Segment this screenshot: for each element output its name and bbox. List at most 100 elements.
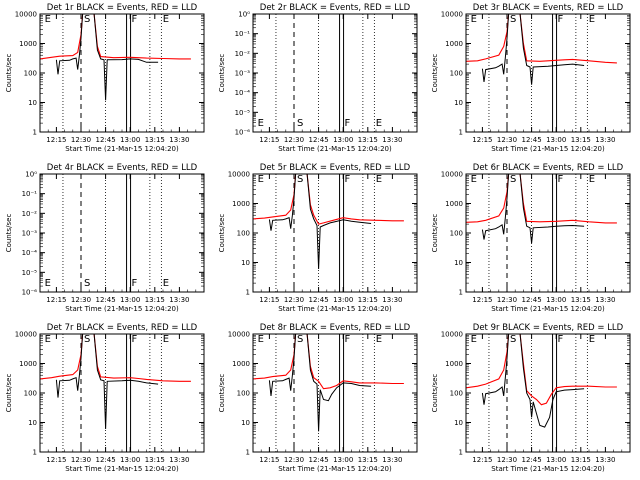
y-axis-label: Counts/sec xyxy=(218,54,226,93)
marker-label: F xyxy=(132,334,138,345)
marker-label: E xyxy=(163,14,169,25)
y-axis-label: Counts/sec xyxy=(218,214,226,253)
y-tick-label: 10000 xyxy=(228,331,250,339)
y-tick-label: 100 xyxy=(450,70,463,78)
x-tick-label: 12:30 xyxy=(284,296,304,304)
y-tick-label: 10000 xyxy=(228,171,250,179)
x-axis-label: Start Time (21-Mar-15 12:04:20) xyxy=(491,465,605,473)
series-events-line xyxy=(55,333,159,430)
x-tick-label: 13:30 xyxy=(169,456,189,464)
y-tick-label: 10000 xyxy=(15,11,37,19)
x-tick-label: 13:30 xyxy=(169,296,189,304)
marker-label: F xyxy=(132,14,138,25)
x-tick-label: 12:15 xyxy=(46,456,66,464)
x-tick-label: 13:00 xyxy=(333,456,353,464)
x-tick-label: 13:15 xyxy=(358,296,378,304)
marker-label: F xyxy=(558,14,564,25)
x-tick-label: 12:30 xyxy=(497,456,517,464)
x-tick-label: 12:15 xyxy=(472,296,492,304)
y-tick-label: 10⁻³ xyxy=(22,230,38,238)
plot-frame xyxy=(39,173,205,293)
marker-label: F xyxy=(558,334,564,345)
y-tick-label: 1 xyxy=(459,289,463,297)
marker-label: E xyxy=(45,278,51,289)
x-tick-label: 12:15 xyxy=(259,456,279,464)
marker-label: S xyxy=(84,278,90,289)
series-events-line xyxy=(268,173,372,270)
marker-label: F xyxy=(345,118,351,129)
y-tick-label: 100 xyxy=(24,70,37,78)
y-tick-label: 10000 xyxy=(441,171,463,179)
marker-label: S xyxy=(510,174,516,185)
marker-label: S xyxy=(297,174,303,185)
x-tick-label: 13:15 xyxy=(145,296,165,304)
x-tick-label: 12:15 xyxy=(46,136,66,144)
x-tick-label: 12:15 xyxy=(472,136,492,144)
x-tick-label: 13:15 xyxy=(358,456,378,464)
x-tick-label: 13:15 xyxy=(145,456,165,464)
y-axis-label: Counts/sec xyxy=(5,54,13,93)
x-tick-label: 13:00 xyxy=(120,136,140,144)
x-tick-label: 13:15 xyxy=(145,136,165,144)
x-tick-label: 13:00 xyxy=(546,456,566,464)
y-tick-label: 10 xyxy=(454,99,463,107)
panel-title: Det 8r BLACK = Events, RED = LLD xyxy=(260,323,411,333)
y-tick-label: 10000 xyxy=(441,331,463,339)
x-tick-label: 13:30 xyxy=(382,296,402,304)
marker-label: E xyxy=(45,14,51,25)
y-tick-label: 1000 xyxy=(445,40,463,48)
panel-title: Det 1r BLACK = Events, RED = LLD xyxy=(47,3,198,13)
marker-label: F xyxy=(558,174,564,185)
marker-label: S xyxy=(297,334,303,345)
plot-frame xyxy=(465,333,631,453)
x-axis-label: Start Time (21-Mar-15 12:04:20) xyxy=(278,465,392,473)
x-tick-label: 12:45 xyxy=(522,136,542,144)
x-axis-label: Start Time (21-Mar-15 12:04:20) xyxy=(65,465,179,473)
x-tick-label: 13:00 xyxy=(546,296,566,304)
plot-frame xyxy=(465,13,631,133)
y-tick-label: 10 xyxy=(28,419,37,427)
marker-label: E xyxy=(258,174,264,185)
y-tick-label: 10⁻³ xyxy=(235,70,251,78)
marker-label: E xyxy=(589,334,595,345)
marker-label: E xyxy=(163,334,169,345)
y-tick-label: 1 xyxy=(33,129,37,137)
y-tick-label: 10000 xyxy=(15,331,37,339)
x-tick-label: 12:45 xyxy=(96,296,116,304)
series-lld-line xyxy=(252,333,404,390)
x-tick-label: 12:45 xyxy=(309,296,329,304)
y-tick-label: 10 xyxy=(28,99,37,107)
x-tick-label: 13:00 xyxy=(333,136,353,144)
marker-label: E xyxy=(471,334,477,345)
marker-label: E xyxy=(589,174,595,185)
panel-title: Det 2r BLACK = Events, RED = LLD xyxy=(260,3,411,13)
x-tick-label: 12:45 xyxy=(522,296,542,304)
marker-label: E xyxy=(471,14,477,25)
x-axis-label: Start Time (21-Mar-15 12:04:20) xyxy=(65,305,179,313)
x-tick-label: 12:45 xyxy=(96,456,116,464)
x-tick-label: 13:00 xyxy=(120,456,140,464)
x-tick-label: 13:00 xyxy=(333,296,353,304)
y-tick-label: 1000 xyxy=(232,200,250,208)
plot-frame xyxy=(39,333,205,453)
x-tick-label: 12:45 xyxy=(309,456,329,464)
y-axis-label: Counts/sec xyxy=(5,214,13,253)
plot-frame xyxy=(252,333,418,453)
y-tick-label: 1000 xyxy=(19,360,37,368)
panel-title: Det 9r BLACK = Events, RED = LLD xyxy=(473,323,624,333)
marker-label: S xyxy=(510,14,516,25)
y-tick-label: 10⁻² xyxy=(235,50,251,58)
y-tick-label: 100 xyxy=(237,390,250,398)
y-tick-label: 1000 xyxy=(232,360,250,368)
marker-label: E xyxy=(258,334,264,345)
series-events-line xyxy=(481,13,585,85)
x-tick-label: 13:30 xyxy=(595,136,615,144)
y-tick-label: 100 xyxy=(450,230,463,238)
x-tick-label: 13:00 xyxy=(120,296,140,304)
y-tick-label: 100 xyxy=(237,230,250,238)
marker-label: E xyxy=(163,278,169,289)
y-tick-label: 10 xyxy=(454,259,463,267)
